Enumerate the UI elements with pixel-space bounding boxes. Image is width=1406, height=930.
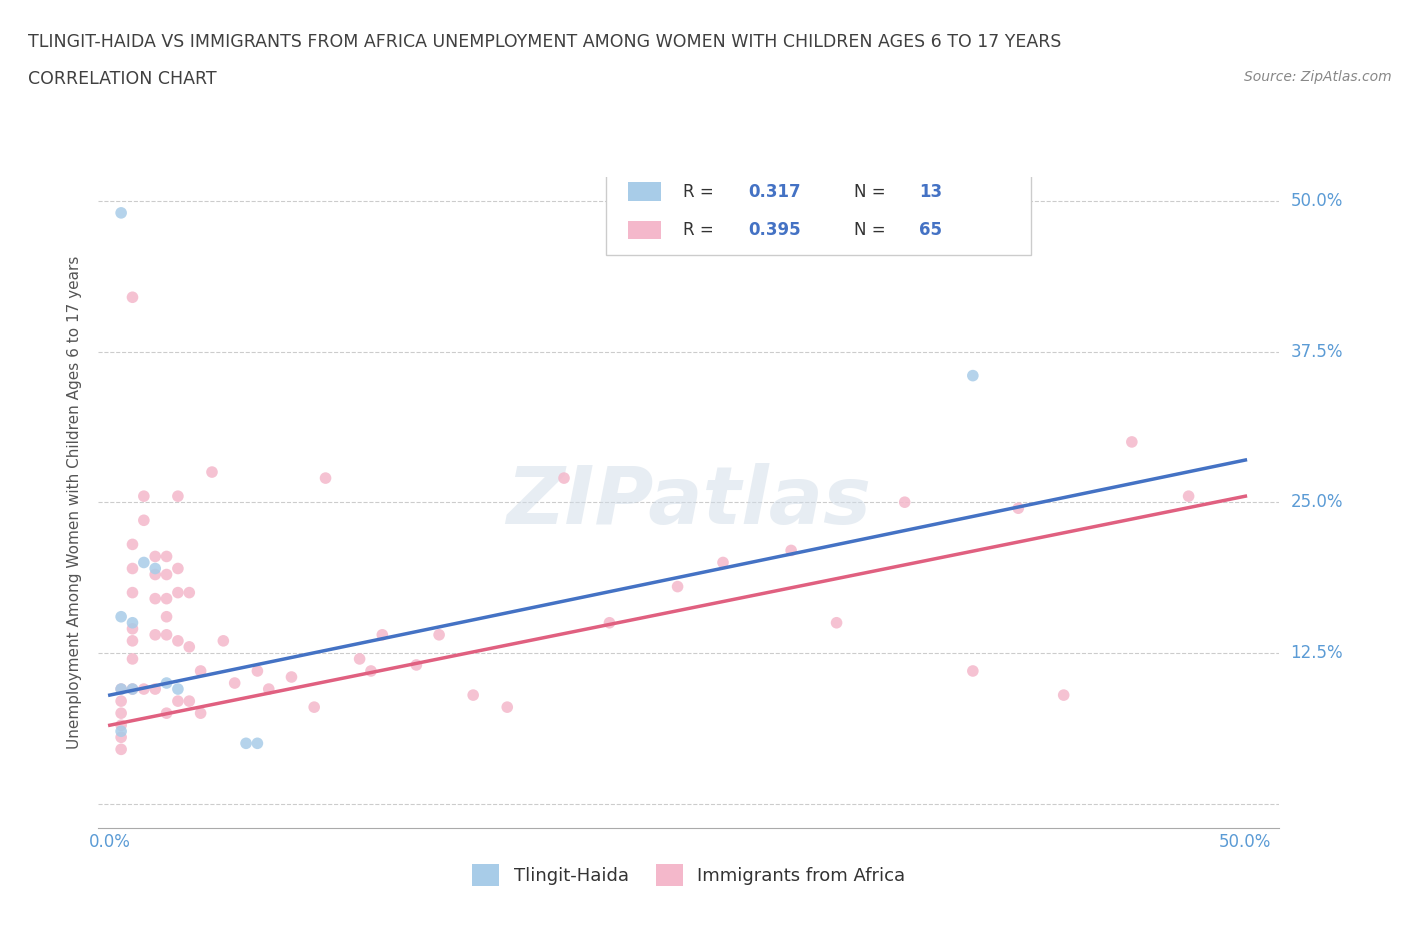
Text: 12.5%: 12.5% [1291,644,1343,662]
Point [110,724,132,738]
Point [427,628,450,643]
Point [132,512,155,527]
Point [349,652,371,667]
Point [463,687,485,702]
Point [1121,434,1143,449]
Point [666,579,689,594]
Point [235,736,257,751]
Point [167,682,190,697]
Point [780,543,803,558]
Point [121,633,143,648]
Point [155,567,177,582]
Point [179,585,201,600]
Text: R =: R = [683,221,718,239]
Point [121,652,143,667]
FancyBboxPatch shape [627,221,661,239]
Point [201,465,224,480]
Point [179,694,201,709]
Point [280,670,302,684]
Point [155,675,177,690]
FancyBboxPatch shape [606,167,1032,255]
Text: N =: N = [855,182,891,201]
Point [143,549,166,564]
Text: 65: 65 [920,221,942,239]
Point [121,561,143,576]
Point [257,682,280,697]
Point [143,591,166,606]
Point [1177,489,1199,504]
Point [167,585,190,600]
Point [110,682,132,697]
FancyBboxPatch shape [627,182,661,201]
Text: Source: ZipAtlas.com: Source: ZipAtlas.com [1244,70,1392,84]
Point [371,628,394,643]
Text: N =: N = [855,221,891,239]
Point [155,706,177,721]
Point [121,621,143,636]
Point [121,537,143,551]
Point [190,663,212,678]
Point [1053,687,1076,702]
Point [110,682,132,697]
Text: TLINGIT-HAIDA VS IMMIGRANTS FROM AFRICA UNEMPLOYMENT AMONG WOMEN WITH CHILDREN A: TLINGIT-HAIDA VS IMMIGRANTS FROM AFRICA … [28,33,1062,50]
Point [155,628,177,643]
Point [711,555,734,570]
Point [179,640,201,655]
Text: 37.5%: 37.5% [1291,342,1343,361]
Text: R =: R = [683,182,718,201]
Point [110,742,132,757]
Point [155,609,177,624]
Point [132,489,155,504]
Text: 0.317: 0.317 [748,182,800,201]
Text: CORRELATION CHART: CORRELATION CHART [28,70,217,87]
Text: 13: 13 [920,182,942,201]
Point [167,561,190,576]
Point [110,609,132,624]
Point [110,706,132,721]
Point [121,682,143,697]
Point [598,616,620,631]
Point [143,567,166,582]
Point [143,561,166,576]
Point [143,682,166,697]
Point [360,663,382,678]
Point [167,633,190,648]
Point [155,591,177,606]
Point [405,658,427,672]
Text: 50.0%: 50.0% [1291,192,1343,210]
Y-axis label: Unemployment Among Women with Children Ages 6 to 17 years: Unemployment Among Women with Children A… [67,256,83,749]
Point [212,633,235,648]
Point [143,628,166,643]
Point [121,682,143,697]
Point [121,616,143,631]
Point [110,730,132,745]
Point [962,663,984,678]
Point [893,495,915,510]
Point [155,549,177,564]
Point [224,675,246,690]
Point [553,471,575,485]
Point [132,682,155,697]
Point [121,290,143,305]
Point [110,694,132,709]
Point [246,736,269,751]
Point [315,471,337,485]
Point [167,489,190,504]
Text: ZIPatlas: ZIPatlas [506,463,872,541]
Point [302,699,325,714]
Point [132,555,155,570]
Point [496,699,519,714]
Legend: Tlingit-Haida, Immigrants from Africa: Tlingit-Haida, Immigrants from Africa [465,857,912,894]
Point [190,706,212,721]
Point [1007,500,1029,515]
Point [121,585,143,600]
Point [246,663,269,678]
Point [962,368,984,383]
Point [167,694,190,709]
Point [110,206,132,220]
Text: 25.0%: 25.0% [1291,493,1343,512]
Point [110,718,132,733]
Point [825,616,848,631]
Text: 0.395: 0.395 [748,221,800,239]
